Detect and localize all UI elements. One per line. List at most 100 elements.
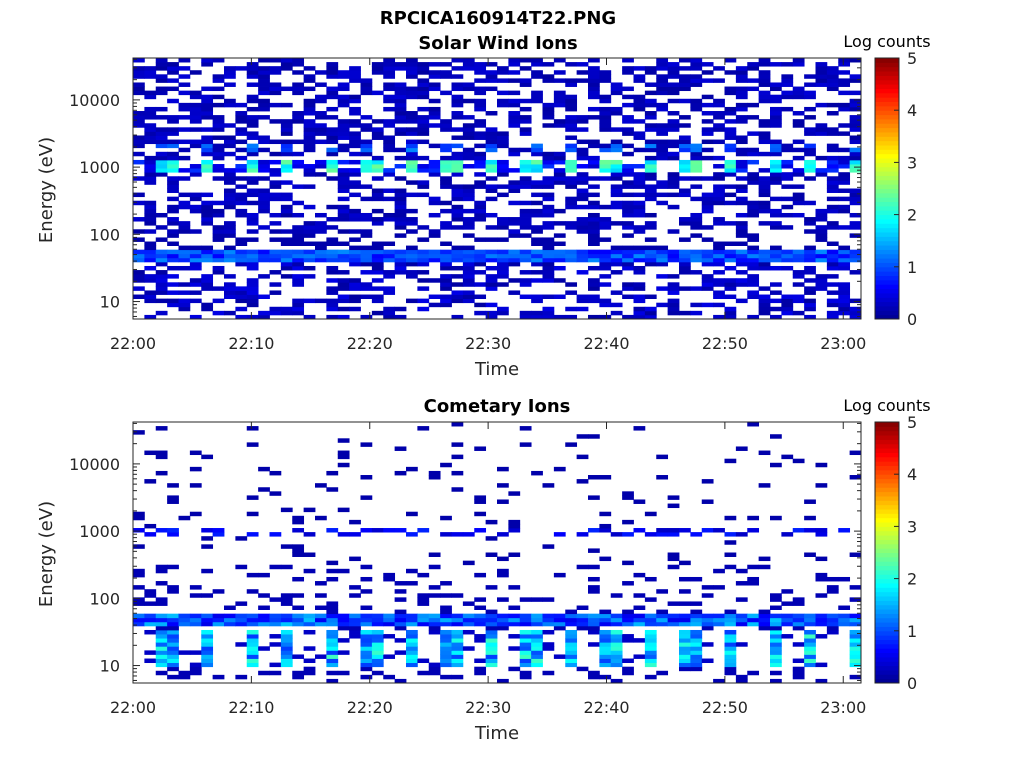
x-tick-label: 22:50 bbox=[702, 698, 748, 717]
heatmap-cell bbox=[644, 172, 657, 177]
heatmap-cell bbox=[701, 499, 714, 504]
heatmap-cell bbox=[303, 314, 316, 320]
heatmap-cell bbox=[462, 233, 475, 238]
heatmap-cell bbox=[258, 86, 270, 92]
heatmap-cell bbox=[747, 621, 760, 627]
heatmap-cell bbox=[588, 298, 600, 304]
heatmap-cell bbox=[679, 666, 691, 672]
heatmap-cell bbox=[758, 613, 771, 619]
colorbar-segment bbox=[875, 543, 899, 549]
heatmap-cell bbox=[588, 265, 600, 271]
heatmap-cell bbox=[781, 78, 794, 83]
heatmap-cell bbox=[622, 634, 634, 639]
heatmap-cell bbox=[644, 188, 657, 193]
heatmap-cell bbox=[155, 74, 168, 79]
heatmap-cell bbox=[440, 127, 452, 132]
heatmap-cell bbox=[508, 634, 521, 639]
heatmap-cell bbox=[485, 131, 498, 136]
heatmap-cell bbox=[815, 229, 828, 234]
heatmap-cell bbox=[610, 90, 623, 96]
colorbar-tick-label: 1 bbox=[907, 622, 917, 641]
heatmap-cell bbox=[519, 66, 532, 71]
heatmap-cell bbox=[167, 139, 179, 145]
heatmap-cell bbox=[144, 629, 157, 635]
heatmap-cell bbox=[781, 172, 794, 177]
colorbar-segment bbox=[875, 175, 899, 181]
heatmap-cell bbox=[826, 159, 839, 165]
heatmap-cell bbox=[440, 282, 452, 287]
heatmap-cell bbox=[508, 257, 521, 263]
heatmap-cell bbox=[576, 176, 589, 181]
heatmap-cell bbox=[485, 143, 498, 149]
heatmap-cell bbox=[280, 66, 293, 71]
heatmap-cell bbox=[633, 638, 646, 643]
heatmap-cell bbox=[428, 200, 441, 206]
heatmap-cell bbox=[747, 131, 760, 136]
heatmap-cell bbox=[565, 609, 578, 615]
heatmap-cell bbox=[588, 143, 600, 149]
heatmap-cell bbox=[292, 674, 305, 680]
heatmap-cell bbox=[360, 249, 373, 255]
heatmap-cell bbox=[838, 82, 851, 87]
heatmap-cell bbox=[371, 119, 384, 124]
heatmap-cell bbox=[633, 78, 646, 83]
heatmap-cell bbox=[553, 233, 566, 238]
heatmap-cell bbox=[178, 302, 191, 308]
heatmap-cell bbox=[644, 225, 657, 230]
heatmap-cell bbox=[622, 617, 634, 623]
heatmap-cell bbox=[155, 564, 168, 570]
heatmap-cell bbox=[497, 192, 509, 198]
heatmap-cell bbox=[644, 90, 657, 96]
heatmap-cell bbox=[246, 168, 259, 173]
heatmap-cell bbox=[531, 151, 543, 157]
heatmap-cell bbox=[747, 528, 760, 533]
heatmap-cell bbox=[360, 613, 373, 619]
heatmap-cell bbox=[440, 658, 452, 664]
heatmap-cell bbox=[747, 278, 760, 283]
heatmap-cell bbox=[383, 621, 396, 627]
heatmap-cell bbox=[508, 523, 521, 529]
heatmap-cell bbox=[849, 164, 862, 169]
heatmap-cell bbox=[690, 143, 703, 149]
heatmap-cell bbox=[690, 609, 703, 615]
heatmap-cell bbox=[553, 294, 566, 300]
heatmap-cell bbox=[770, 613, 782, 619]
heatmap-cell bbox=[326, 151, 339, 157]
heatmap-cell bbox=[826, 241, 839, 246]
heatmap-cell bbox=[610, 629, 623, 635]
heatmap-cell bbox=[781, 74, 794, 79]
heatmap-cell bbox=[792, 270, 805, 275]
heatmap-cell bbox=[713, 678, 725, 684]
heatmap-cell bbox=[360, 217, 373, 222]
heatmap-cell bbox=[781, 617, 794, 623]
heatmap-cell bbox=[292, 278, 305, 283]
colorbar-segment bbox=[875, 513, 899, 519]
heatmap-cell bbox=[519, 184, 532, 189]
heatmap-cell bbox=[451, 658, 464, 664]
heatmap-cell bbox=[724, 143, 737, 149]
heatmap-cell bbox=[212, 286, 225, 291]
heatmap-cell bbox=[167, 662, 179, 668]
heatmap-cell bbox=[576, 151, 589, 157]
heatmap-cell bbox=[610, 159, 623, 165]
heatmap-cell bbox=[690, 666, 703, 672]
heatmap-cell bbox=[133, 176, 145, 181]
heatmap-cell bbox=[440, 302, 452, 308]
heatmap-cell bbox=[212, 102, 225, 108]
heatmap-cell bbox=[576, 115, 589, 120]
heatmap-cell bbox=[588, 564, 600, 570]
heatmap-cell bbox=[508, 180, 521, 185]
heatmap-cell bbox=[792, 458, 805, 464]
heatmap-cell bbox=[485, 634, 498, 639]
heatmap-cell bbox=[246, 629, 259, 635]
heatmap-cell bbox=[588, 217, 600, 222]
heatmap-cell bbox=[815, 212, 828, 218]
heatmap-cell bbox=[383, 249, 396, 255]
heatmap-cell bbox=[189, 143, 202, 149]
heatmap-cell bbox=[428, 666, 441, 672]
heatmap-cell bbox=[212, 135, 225, 140]
heatmap-cell bbox=[144, 106, 157, 112]
heatmap-cell bbox=[212, 123, 225, 128]
heatmap-cell bbox=[679, 629, 691, 635]
